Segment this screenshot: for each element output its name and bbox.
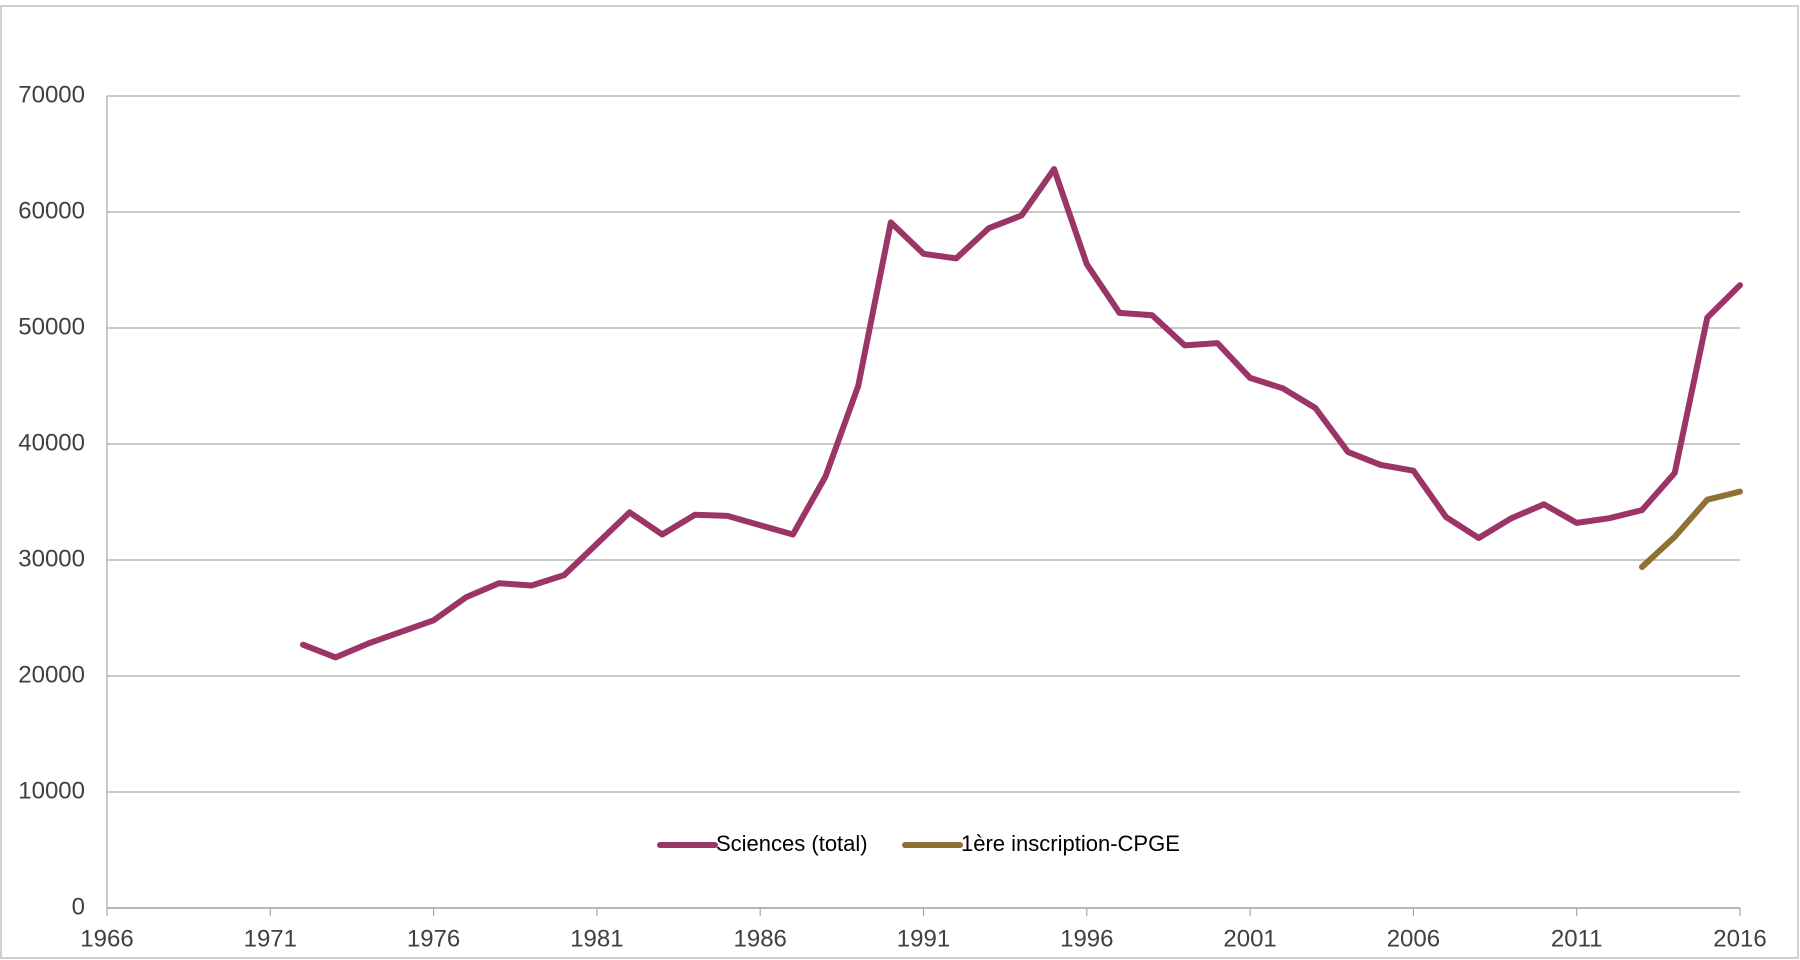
y-tick-label: 70000	[18, 81, 85, 108]
x-tick-label: 1966	[80, 925, 133, 952]
y-tick-label: 20000	[18, 661, 85, 688]
x-tick-label: 2001	[1223, 925, 1276, 952]
chart-frame	[0, 5, 1799, 959]
x-tick-label: 1996	[1060, 925, 1113, 952]
y-tick-label: 0	[72, 893, 85, 920]
series-line	[1639, 488, 1743, 570]
x-tick-label: 1976	[407, 925, 460, 952]
x-tick-label: 1981	[570, 925, 623, 952]
y-tick-label: 60000	[18, 197, 85, 224]
x-tick-label: 1991	[897, 925, 950, 952]
y-tick-label: 10000	[18, 777, 85, 804]
legend-label: Sciences (total)	[716, 831, 868, 856]
legend-label: 1ère inscription-CPGE	[961, 831, 1180, 856]
x-tick-label: 2016	[1713, 925, 1766, 952]
y-tick-label: 40000	[18, 429, 85, 456]
y-tick-label: 50000	[18, 313, 85, 340]
series-line	[300, 166, 1743, 661]
x-tick-label: 2006	[1387, 925, 1440, 952]
x-tick-label: 1986	[734, 925, 787, 952]
x-tick-label: 1971	[244, 925, 297, 952]
x-tick-label: 2011	[1551, 925, 1603, 952]
y-tick-label: 30000	[18, 545, 85, 572]
